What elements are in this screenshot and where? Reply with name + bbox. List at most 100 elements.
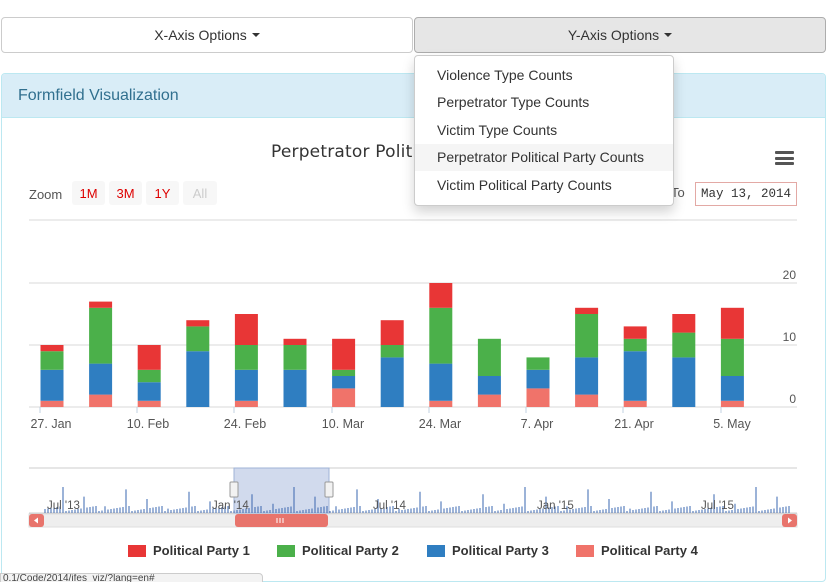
navigator-left-handle[interactable] [229, 481, 239, 498]
bar-segment [283, 338, 307, 345]
bar-segment [526, 357, 550, 370]
bar-segment [186, 351, 210, 407]
bar-segment [575, 394, 599, 407]
y-axis-options-button[interactable]: Y-Axis Options [414, 17, 826, 53]
scrollbar-track[interactable] [28, 513, 798, 528]
bar-segment [332, 369, 356, 376]
navigator-tick-label: Jul '15 [701, 500, 734, 512]
zoom-1y-button[interactable]: 1Y [146, 181, 179, 205]
x-tick-label: 5. May [713, 417, 751, 431]
x-tick-label: 7. Apr [521, 417, 554, 431]
y-tick-label: 0 [789, 392, 796, 406]
bar-segment [40, 369, 64, 401]
bar-segment [429, 283, 453, 308]
to-date-input[interactable]: May 13, 2014 [695, 182, 797, 206]
y-axis-menu-item[interactable]: Perpetrator Political Party Counts [415, 143, 673, 171]
x-axis-options-label: X-Axis Options [154, 27, 247, 43]
y-axis-options-label: Y-Axis Options [567, 27, 660, 43]
panel-heading: Formfield Visualization [2, 74, 825, 118]
x-tick-label: 24. Feb [224, 417, 266, 431]
y-tick-label: 20 [783, 268, 797, 282]
legend-swatch [128, 544, 146, 557]
bar-segment [672, 314, 696, 333]
bar-segment [720, 400, 744, 407]
y-axis-options-menu: Violence Type Counts Perpetrator Type Cou… [414, 55, 674, 206]
bar-segment [234, 345, 258, 370]
bar-segment [234, 314, 258, 345]
zoom-1m-button[interactable]: 1M [72, 181, 105, 205]
bar-segment [137, 345, 161, 370]
bar-segment [720, 338, 744, 376]
bar-segment [40, 345, 64, 352]
y-tick-label: 10 [783, 330, 797, 344]
navigator-tick-label: Jul '14 [373, 500, 406, 512]
bar-segment [186, 326, 210, 352]
chevron-right-icon [788, 517, 792, 524]
zoom-3m-button[interactable]: 3M [109, 181, 142, 205]
navigator-tick-label: Jul '13 [47, 500, 80, 512]
bar-segment [672, 332, 696, 358]
legend-label: Political Party 2 [302, 543, 399, 558]
x-tick-label: 24. Mar [419, 417, 461, 431]
bar-segment [89, 363, 113, 395]
legend-item[interactable]: Political Party 4 [576, 543, 698, 558]
bar-segment [623, 351, 647, 401]
bar-segment [575, 357, 599, 395]
hamburger-icon[interactable] [775, 151, 794, 165]
zoom-all-button[interactable]: All [183, 181, 217, 205]
legend-label: Political Party 1 [153, 543, 250, 558]
to-date-label: To [671, 185, 685, 200]
y-axis-menu-item[interactable]: Victim Political Party Counts [437, 176, 612, 193]
legend-label: Political Party 4 [601, 543, 698, 558]
bar-segment [380, 357, 404, 407]
x-tick-label: 21. Apr [614, 417, 654, 431]
legend-item[interactable]: Political Party 2 [277, 543, 399, 558]
bar-segment [429, 307, 453, 364]
legend-swatch [576, 544, 594, 557]
y-axis-menu-item[interactable]: Victim Type Counts [437, 121, 558, 138]
chart-legend: Political Party 1 Political Party 2 Politi… [0, 540, 828, 562]
navigator-tick-label: Jan '15 [537, 500, 574, 512]
bar-segment [137, 400, 161, 407]
navigator-tick-label: Jan '14 [212, 500, 249, 512]
bar-segment [477, 394, 501, 407]
bar-segment [623, 326, 647, 339]
bar-segment [672, 357, 696, 407]
bar-segment [575, 314, 599, 358]
scrollbar-thumb[interactable] [235, 514, 328, 527]
panel-title: Formfield Visualization [18, 86, 179, 104]
bar-segment [477, 338, 501, 376]
x-tick-label: 27. Jan [30, 417, 71, 431]
bar-segment [137, 382, 161, 401]
bar-segment [429, 400, 453, 407]
navigator-selected-range[interactable] [233, 467, 330, 514]
bar-segment [575, 307, 599, 314]
bar-segment [89, 307, 113, 364]
legend-item[interactable]: Political Party 1 [128, 543, 250, 558]
bar-segment [526, 369, 550, 389]
y-axis-menu-item[interactable]: Perpetrator Type Counts [437, 94, 590, 111]
bar-segment [137, 369, 161, 383]
chart-title: Perpetrator Politi [271, 142, 418, 162]
zoom-label: Zoom [29, 187, 63, 202]
navigator-right-handle[interactable] [324, 481, 334, 498]
bar-segment [623, 400, 647, 407]
bar-segment [380, 320, 404, 345]
bar-segment [283, 345, 307, 370]
bar-segment [526, 388, 550, 407]
bar-segment [332, 376, 356, 389]
bar-segment [40, 351, 64, 370]
bar-segment [623, 338, 647, 352]
bar-segment [720, 307, 744, 339]
visualization-panel: Formfield Visualization [1, 73, 826, 582]
bar-segment [234, 400, 258, 407]
bar-segment [283, 369, 307, 407]
legend-label: Political Party 3 [452, 543, 549, 558]
status-bar-url: 0.1/Code/2014/ifes_viz/?lang=en# [0, 573, 263, 582]
y-axis-menu-item[interactable]: Violence Type Counts [437, 66, 573, 83]
legend-item[interactable]: Political Party 3 [427, 543, 549, 558]
x-tick-label: 10. Mar [322, 417, 364, 431]
x-tick-label: 10. Feb [127, 417, 169, 431]
x-axis-options-button[interactable]: X-Axis Options [1, 17, 413, 53]
